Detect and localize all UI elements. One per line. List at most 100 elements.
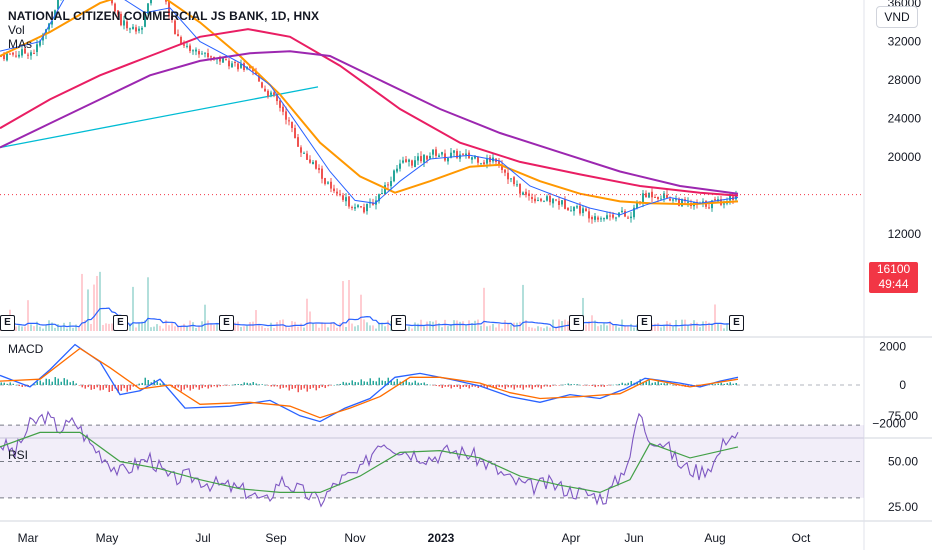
volume-bar [75, 324, 77, 331]
macd-histogram-bar [582, 385, 584, 386]
candle-body [633, 207, 635, 218]
candle-body [591, 217, 593, 220]
macd-pane-label[interactable]: MACD [8, 342, 44, 356]
candle-body [267, 90, 269, 97]
volume-bar [150, 327, 152, 331]
macd-histogram-bar [222, 385, 224, 386]
candle-body [330, 181, 332, 189]
candle-body [453, 150, 455, 153]
macd-histogram-bar [57, 378, 59, 385]
macd-histogram-bar [24, 385, 26, 387]
candle-body [348, 196, 350, 207]
macd-histogram-bar [666, 383, 668, 385]
macd-histogram-bar [615, 384, 617, 386]
macd-histogram-bar [573, 384, 575, 385]
volume-bar [243, 326, 245, 331]
macd-histogram-bar [183, 385, 185, 390]
earnings-marker[interactable]: E [0, 315, 15, 331]
candle-body [171, 16, 173, 20]
candle-body [474, 156, 476, 159]
volume-bar [261, 326, 263, 331]
candle-body [270, 92, 272, 95]
macd-histogram-bar [651, 382, 653, 385]
candle-body [126, 21, 128, 29]
candle-body [123, 20, 125, 26]
candle-body [549, 195, 551, 203]
macd-histogram-bar [6, 383, 8, 385]
volume-bar [195, 328, 197, 331]
volume-bar [633, 327, 635, 331]
volume-bar [438, 323, 440, 331]
macd-histogram-bar [192, 385, 194, 389]
macd-histogram-bar [3, 382, 5, 385]
volume-bar [105, 323, 107, 331]
macd-histogram-bar [552, 385, 554, 386]
volume-legend[interactable]: Vol [8, 23, 25, 37]
candle-body [18, 54, 20, 57]
candle-body [258, 74, 260, 82]
macd-histogram-bar [378, 377, 380, 385]
candle-body [327, 182, 329, 184]
volume-bar [93, 284, 95, 331]
rsi-axis-tick: 50.00 [888, 455, 918, 469]
macd-histogram-bar [216, 385, 218, 388]
symbol-title[interactable]: NATIONAL CITIZEN COMMERCIAL JS BANK, 1D,… [8, 9, 320, 23]
macd-histogram-bar [276, 385, 278, 387]
volume-bar [480, 325, 482, 331]
macd-histogram-bar [669, 384, 671, 386]
volume-bar [546, 326, 548, 331]
rsi-pane-label[interactable]: RSI [8, 448, 29, 462]
macd-histogram-bar [561, 384, 563, 386]
earnings-marker[interactable]: E [729, 315, 744, 331]
earnings-marker[interactable]: E [219, 315, 234, 331]
currency-button[interactable]: VND [876, 6, 918, 28]
volume-bar [330, 322, 332, 331]
candle-body [408, 159, 410, 162]
earnings-marker[interactable]: E [113, 315, 128, 331]
macd-histogram-bar [54, 377, 56, 385]
macd-histogram-bar [174, 385, 176, 388]
volume-bar [510, 324, 512, 331]
earnings-marker[interactable]: E [569, 315, 584, 331]
candle-body [129, 28, 131, 30]
macd-histogram-bar [207, 385, 209, 389]
macd-histogram-bar [93, 385, 95, 390]
macd-histogram-bar [306, 385, 308, 392]
volume-bar [453, 320, 455, 331]
candle-body [507, 172, 509, 180]
earnings-marker[interactable]: E [391, 315, 406, 331]
volume-bar [240, 327, 242, 331]
moving-averages-legend[interactable]: MAs [8, 37, 32, 51]
candle-body [402, 160, 404, 163]
candle-body [714, 199, 716, 201]
candle-body [426, 155, 428, 160]
candle-body [117, 10, 119, 15]
candle-body [120, 13, 122, 26]
volume-bar [18, 325, 20, 331]
macd-histogram-bar [321, 385, 323, 388]
macd-histogram-bar [423, 382, 425, 385]
macd-histogram-bar [558, 385, 560, 386]
moving-average-line [0, 0, 739, 206]
macd-histogram-bar [726, 383, 728, 385]
macd-histogram-bar [357, 382, 359, 385]
candle-body [687, 201, 689, 203]
volume-bar [489, 325, 491, 331]
earnings-marker[interactable]: E [637, 315, 652, 331]
volume-bar [693, 320, 695, 331]
candle-body [396, 168, 398, 172]
macd-histogram-bar [180, 385, 182, 392]
volume-bar [72, 327, 74, 331]
macd-histogram-bar [228, 385, 230, 386]
candle-body [660, 198, 662, 200]
volume-bar [27, 300, 29, 331]
macd-histogram-bar [408, 382, 410, 385]
macd-histogram-bar [657, 381, 659, 385]
candle-body [180, 37, 182, 44]
volume-bar [321, 322, 323, 331]
candle-body [522, 192, 524, 195]
candle-body [624, 211, 626, 217]
candle-body [384, 185, 386, 195]
volume-bar [717, 323, 719, 331]
macd-histogram-bar [648, 380, 650, 385]
